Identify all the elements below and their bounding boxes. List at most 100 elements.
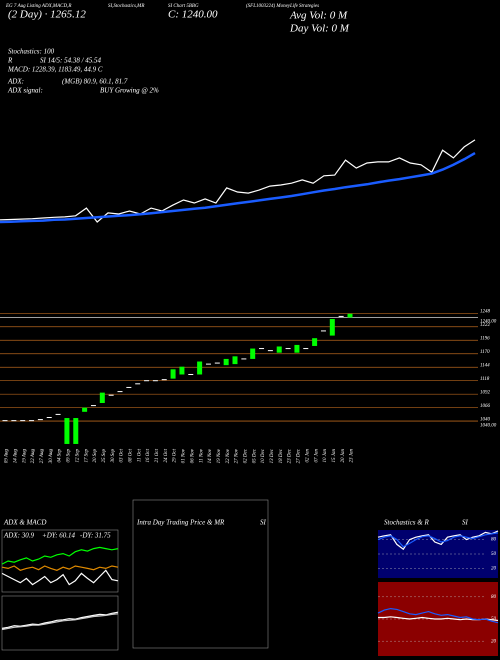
x-tick-label: 19 Aug — [22, 449, 27, 464]
info: BUY Growing @ 2% — [100, 87, 159, 95]
series-line — [377, 532, 499, 548]
x-tick-label: 10 Dec — [261, 448, 266, 463]
x-tick-label: 09 Sep — [67, 449, 72, 463]
x-tick-label: 25 Sep — [102, 449, 107, 463]
panel-title: ADX & MACD — [3, 519, 46, 527]
x-tick-label: 21 Oct — [155, 448, 160, 462]
x-tick-label: 13 Dec — [270, 448, 275, 463]
y-tick-label: 80 — [491, 538, 497, 543]
candle — [232, 356, 238, 365]
x-tick-label: 16 Oct — [146, 448, 151, 462]
annotation: ADX: 30.9 — [3, 532, 34, 540]
candle — [329, 319, 335, 336]
x-tick-label: 06 Nov — [190, 448, 195, 463]
x-tick-label: 07 Jan — [314, 449, 319, 463]
y-tick-label: 1092 — [480, 390, 491, 395]
candle — [64, 418, 70, 444]
x-tick-label: 30 Sep — [111, 449, 116, 463]
x-tick-label: 03 Oct — [120, 448, 125, 462]
x-tick-label: 27 Nov — [235, 448, 240, 463]
candle — [82, 407, 88, 412]
y-tick-label: 1248 — [480, 309, 491, 314]
panel-title: Stochastics & R — [384, 519, 429, 527]
x-tick-label: 27 Aug — [40, 449, 45, 464]
series-line — [0, 152, 476, 224]
x-tick-label: 02 Dec — [243, 448, 248, 463]
header-top: (SFL1003224) MoneyLife Strategies — [246, 4, 319, 9]
series-line — [1, 546, 119, 565]
x-tick-label: 29 Oct — [173, 448, 178, 462]
x-tick-label: 20 Sep — [93, 449, 98, 463]
y-tick-label: 1240.00 — [480, 320, 497, 325]
series-line — [1, 565, 119, 571]
x-tick-label: 23 Dec — [288, 448, 293, 463]
y-tick-label: 20 — [491, 567, 497, 572]
x-tick-label: 19 Nov — [217, 448, 222, 463]
x-tick-label: 17 Sep — [84, 449, 89, 463]
info: R — [7, 57, 13, 65]
y-tick-label: 1066 — [480, 404, 491, 409]
candle — [73, 418, 79, 444]
y-tick-label: 1040 — [480, 417, 491, 422]
x-tick-label: 05 Dec — [252, 448, 257, 463]
y-tick-label: 50 — [491, 552, 497, 557]
info: Stochastics: 100 — [8, 48, 55, 56]
series-line — [1, 613, 119, 631]
period: (2 Day) · 1265.12 — [8, 9, 86, 21]
x-tick-label: 18 Dec — [279, 448, 284, 463]
y-tick-label: 80 — [491, 595, 497, 600]
x-tick-label: 09 Aug — [5, 449, 10, 464]
candle — [223, 358, 229, 366]
series-line — [377, 607, 499, 624]
x-tick-label: 12 Sep — [75, 449, 80, 463]
y-tick-label: 1196 — [480, 336, 490, 341]
candle — [170, 369, 176, 379]
header-top: SI,Stochastics,MR — [108, 4, 144, 9]
x-tick-label: 11 Nov — [199, 448, 204, 463]
candle — [197, 361, 203, 375]
x-tick-label: 08 Oct — [128, 448, 133, 462]
annotation: -DY: 31.75 — [80, 532, 111, 540]
x-tick-label: 22 Nov — [226, 448, 231, 463]
candle — [276, 346, 282, 353]
x-tick-label: 23 Jan — [350, 449, 355, 463]
x-tick-label: 14 Aug — [13, 449, 18, 464]
x-tick-label: 01 Nov — [182, 448, 187, 463]
annotation: +DY: 60.14 — [42, 532, 76, 540]
series-line — [1, 611, 119, 629]
day-vol: Day Vol: 0 M — [289, 23, 350, 35]
info: (MGB) 80.9, 60.1, 81.7 — [62, 78, 128, 86]
header-top: SI Chart 5BBG — [168, 4, 199, 9]
close: C: 1240.00 — [168, 9, 218, 21]
info: SI 14/5: 54.38 / 45.54 — [40, 57, 102, 65]
candle — [250, 348, 256, 359]
y-tick-label: 1170 — [480, 350, 490, 355]
panel-subtitle: SI — [260, 519, 267, 527]
avg-vol: Avg Vol: 0 M — [289, 10, 348, 22]
x-tick-label: 10 Jan — [323, 449, 328, 463]
x-tick-label: 04 Sep — [58, 449, 63, 463]
series-line — [377, 530, 499, 551]
info: MACD: 1228.39, 1183.49, 44.9 C — [7, 66, 103, 74]
series-line — [1, 569, 119, 586]
y-tick-label: 20 — [491, 639, 497, 644]
panel-subtitle: SI — [462, 519, 469, 527]
panel — [132, 499, 269, 649]
x-tick-label: 30 Aug — [49, 449, 54, 464]
x-tick-label: 24 Oct — [164, 448, 169, 462]
x-tick-label: 27 Dec — [297, 448, 302, 463]
candle — [347, 313, 353, 318]
candle — [312, 338, 318, 346]
y-tick-label: 1144 — [480, 363, 490, 368]
x-tick-label: 15 Jan — [332, 449, 337, 463]
info: ADX signal: — [7, 87, 43, 95]
header-top: EG 7 Aug Listing ADX,MACD,R — [5, 4, 71, 9]
panel-title: Intra Day Trading Price & MR — [136, 519, 225, 527]
series-line — [0, 139, 476, 223]
y-tick-label: 1222 — [480, 323, 491, 328]
x-tick-label: 20 Jan — [341, 449, 346, 463]
y-tick-label: 1040.00 — [480, 423, 497, 428]
info: ADX: — [7, 78, 24, 86]
x-tick-label: 11 Oct — [137, 448, 142, 462]
